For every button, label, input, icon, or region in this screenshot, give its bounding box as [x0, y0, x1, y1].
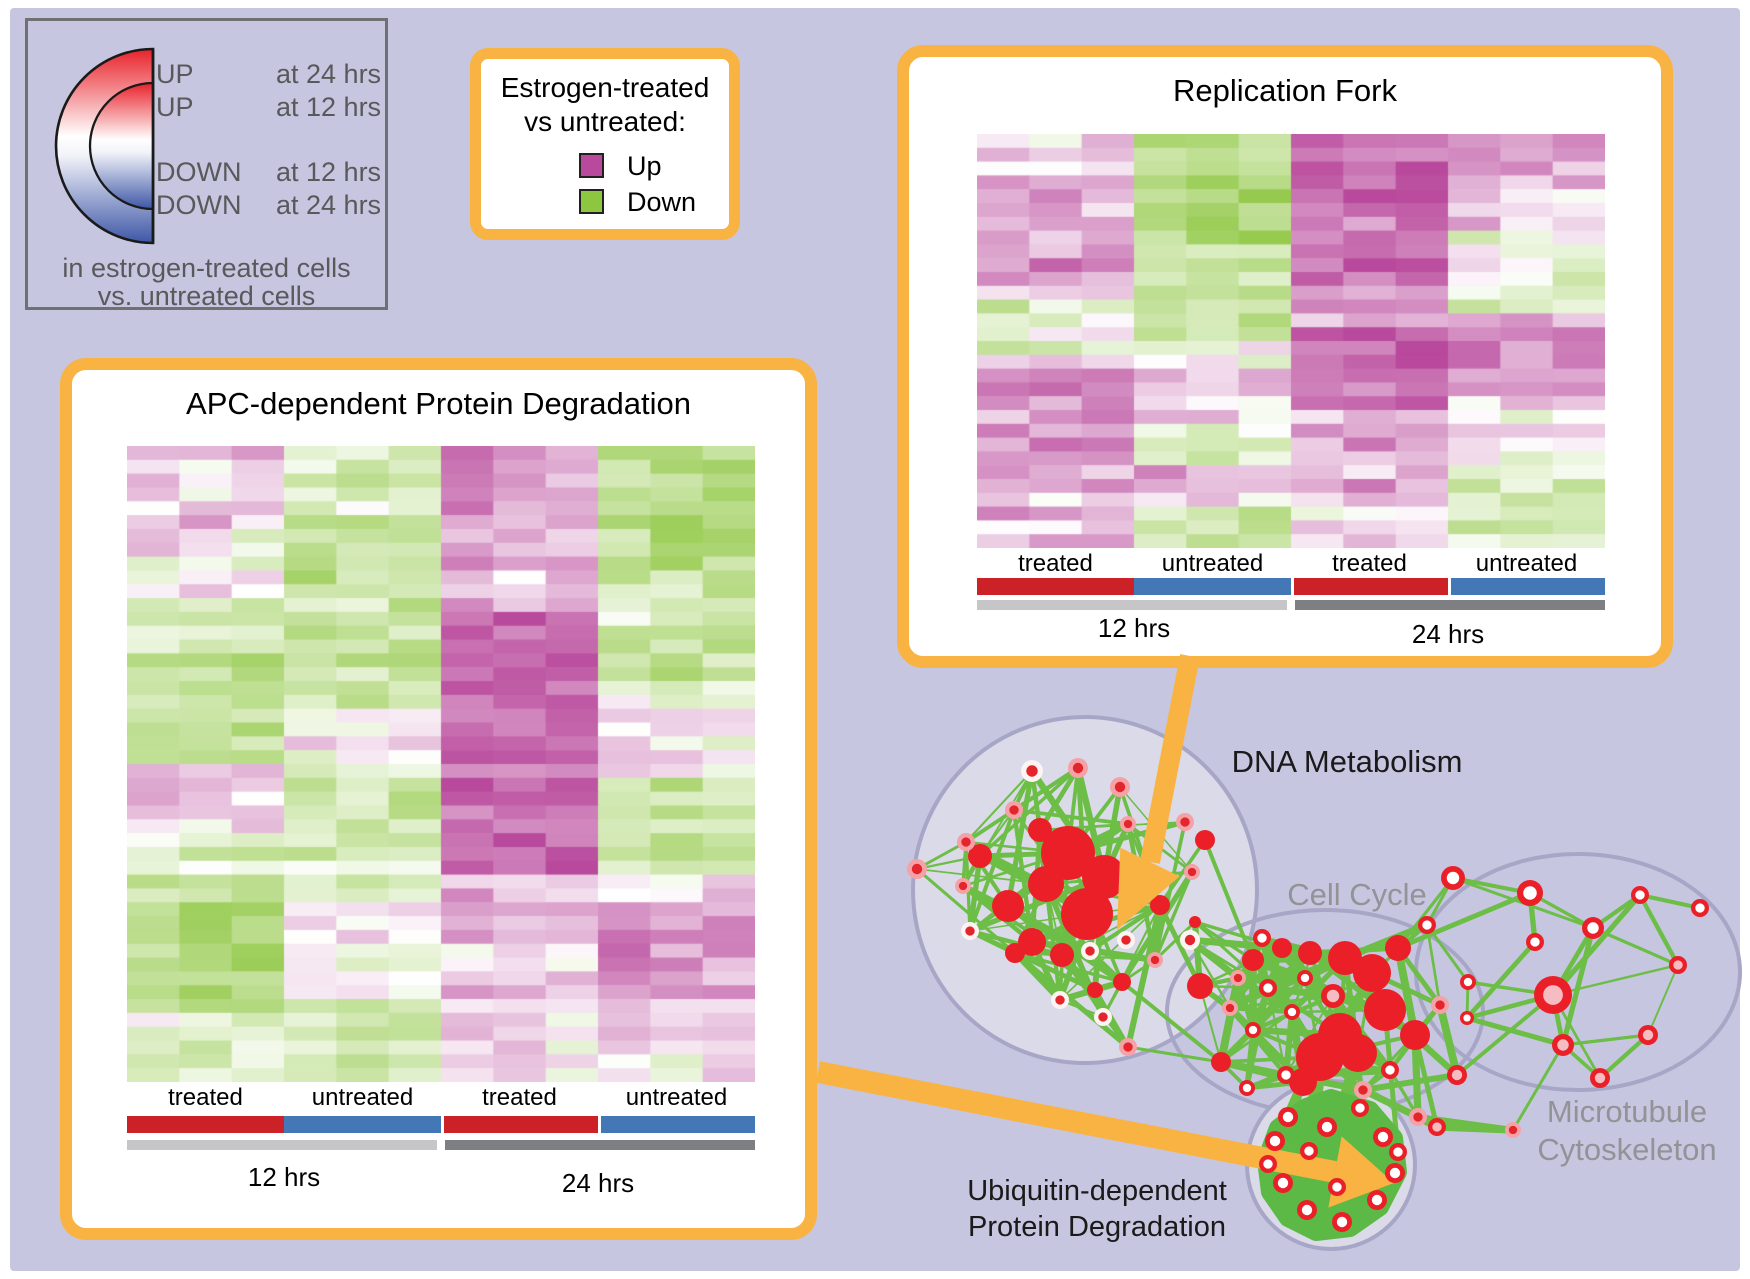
color-legend-box: Estrogen-treated vs untreated: Up Down [470, 48, 740, 240]
time-label-24-hrs: 24 hrs [561, 1168, 635, 1198]
group-label-untreated: untreated [1161, 550, 1264, 577]
time-bar-12-hrs [127, 1140, 437, 1150]
condition-bar-untreated [284, 1116, 441, 1133]
condition-bar-untreated [601, 1116, 755, 1133]
time-label-24-hrs: 24 hrs [1411, 619, 1485, 649]
up-label: Up [627, 151, 662, 181]
down-label: Down [627, 187, 697, 217]
condition-bar-treated [127, 1116, 284, 1133]
group-label-treated: treated [482, 1084, 557, 1111]
direction-legend-box: UP at 24 hrs UP at 12 hrs DOWN at 12 hrs… [25, 18, 388, 311]
group-label-untreated: untreated [311, 1084, 414, 1111]
color-legend-title-line1: Estrogen-treated [500, 72, 710, 103]
down-color-swatch [579, 189, 604, 214]
group-label-treated: treated [1018, 550, 1093, 577]
legend-down-12-time: at 12 hrs [276, 157, 382, 187]
updown-gradient-circles-icon [54, 47, 155, 245]
group-label-treated: treated [168, 1084, 243, 1111]
time-label-12-hrs: 12 hrs [1097, 613, 1171, 643]
legend-down-24-time: at 24 hrs [276, 190, 382, 220]
condition-bar-untreated [1451, 578, 1605, 595]
apc-degradation-title: APC-dependent Protein Degradation [186, 386, 691, 421]
apc-degradation-panel: APC-dependent Protein Degradation treate… [60, 358, 817, 1240]
color-legend-title-line2: vs untreated: [524, 106, 686, 137]
legend-up-24-time: at 24 hrs [276, 59, 382, 89]
condition-bar-treated [1294, 578, 1448, 595]
replication-fork-panel: Replication Fork treated untreated treated… [897, 45, 1673, 668]
legend-down-12-dir: DOWN [156, 157, 242, 187]
apc-sample-strips: treated untreated treated untreated 12 hrs 24… [72, 370, 805, 1228]
replication-fork-title: Replication Fork [1173, 73, 1397, 108]
legend-footer-line2: vs. untreated cells [97, 281, 316, 311]
legend-up-24-dir: UP [156, 59, 194, 89]
replication-fork-sample-strips: treated untreated treated untreated 12 hrs 24… [909, 57, 1661, 656]
apc-degradation-heatmap [127, 446, 755, 1082]
group-label-untreated: untreated [1475, 550, 1578, 577]
time-bar-24-hrs [1295, 600, 1605, 610]
condition-bar-untreated [1134, 578, 1291, 595]
group-label-treated: treated [1332, 550, 1407, 577]
legend-down-24-dir: DOWN [156, 190, 242, 220]
time-label-12-hrs: 12 hrs [247, 1162, 321, 1192]
legend-footer-line1: in estrogen-treated cells [62, 253, 351, 283]
time-bar-12-hrs [977, 600, 1287, 610]
condition-bar-treated [444, 1116, 598, 1133]
replication-fork-heatmap [977, 134, 1605, 548]
condition-bar-treated [977, 578, 1134, 595]
legend-up-12-dir: UP [156, 92, 194, 122]
legend-up-12-time: at 12 hrs [276, 92, 382, 122]
group-label-untreated: untreated [625, 1084, 728, 1111]
time-bar-24-hrs [445, 1140, 755, 1150]
up-color-swatch [579, 153, 604, 178]
